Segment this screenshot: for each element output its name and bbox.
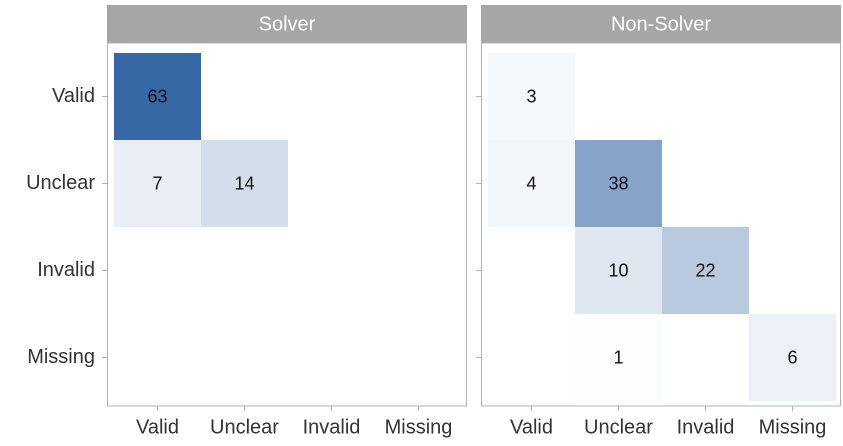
facet-title: Solver <box>259 13 316 35</box>
cell-label: 63 <box>147 86 167 106</box>
cell <box>749 314 836 401</box>
cell <box>114 53 201 140</box>
y-tick-label: Missing <box>27 346 95 368</box>
cell-label: 14 <box>234 173 254 193</box>
strip <box>107 5 467 43</box>
cell-label: 3 <box>526 86 536 106</box>
y-tick-label: Invalid <box>37 259 95 281</box>
y-tick-label: Valid <box>52 85 95 107</box>
strip <box>481 5 841 43</box>
cell <box>575 140 662 227</box>
x-tick-label: Unclear <box>210 416 279 438</box>
cell-label: 1 <box>613 347 623 367</box>
panel-border <box>481 42 841 407</box>
x-tick-label: Valid <box>510 416 553 438</box>
cell <box>114 140 201 227</box>
cell <box>201 140 288 227</box>
cell-label: 7 <box>152 173 162 193</box>
cell-label: 4 <box>526 173 536 193</box>
cell-label: 22 <box>695 260 715 280</box>
cell <box>575 314 662 401</box>
cell-label: 38 <box>608 173 628 193</box>
cell <box>488 53 575 140</box>
y-tick-label: Unclear <box>26 172 95 194</box>
x-tick-label: Missing <box>759 416 827 438</box>
cell <box>488 140 575 227</box>
cell <box>575 227 662 314</box>
facet-title: Non-Solver <box>611 13 711 35</box>
panel-border <box>107 42 467 407</box>
cell <box>662 227 749 314</box>
x-tick-label: Invalid <box>677 416 735 438</box>
x-tick-label: Missing <box>385 416 453 438</box>
x-tick-label: Valid <box>136 416 179 438</box>
x-tick-label: Invalid <box>303 416 361 438</box>
cell-label: 6 <box>787 347 797 367</box>
x-tick-label: Unclear <box>584 416 653 438</box>
cell-label: 10 <box>608 260 628 280</box>
